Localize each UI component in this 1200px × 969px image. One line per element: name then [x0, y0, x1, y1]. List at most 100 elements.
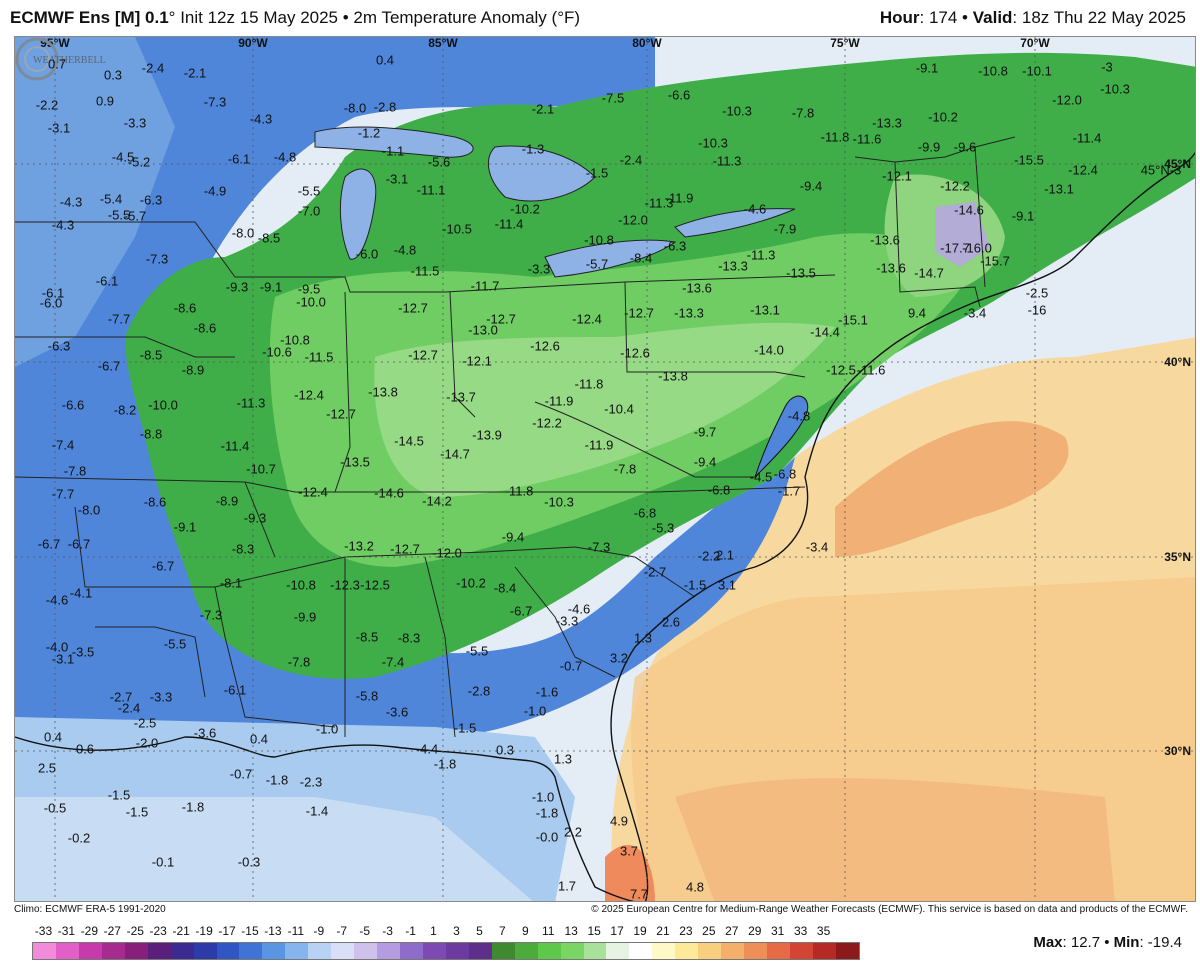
- anomaly-value-label: -6.7: [37, 536, 61, 552]
- anomaly-value-label: -2.1: [183, 65, 207, 81]
- anomaly-value-label: -1.0: [523, 703, 547, 719]
- anomaly-value-label: -16: [1027, 302, 1047, 318]
- anomaly-value-label: -9.4: [693, 454, 717, 470]
- anomaly-value-label: -7.7: [107, 311, 131, 327]
- anomaly-value-label: -8.2: [113, 402, 137, 418]
- scale-tick-label: 27: [725, 924, 739, 938]
- anomaly-value-label: 3.1: [717, 577, 737, 593]
- anomaly-value-label: -11.9: [584, 437, 614, 453]
- scale-swatch: [537, 943, 561, 959]
- anomaly-value-label: -15.7: [980, 253, 1010, 269]
- valid-label: Valid: [972, 8, 1013, 27]
- anomaly-value-label: -12.2: [940, 178, 970, 194]
- anomaly-value-label: -10.8: [978, 63, 1008, 79]
- scale-swatch: [308, 943, 332, 959]
- anomaly-value-label: -12.7: [408, 347, 438, 363]
- anomaly-value-label: -2.5: [133, 715, 157, 731]
- anomaly-value-label: -2.8: [373, 99, 397, 115]
- anomaly-value-label: -2.4: [117, 700, 141, 716]
- anomaly-value-label: -9.3: [243, 510, 267, 526]
- scale-swatch: [216, 943, 240, 959]
- anomaly-value-label: -12.2: [532, 415, 562, 431]
- anomaly-value-label: 0.7: [47, 56, 67, 72]
- scale-swatch: [629, 943, 653, 959]
- anomaly-value-label: -14.0: [754, 342, 784, 358]
- scale-swatch: [491, 943, 515, 959]
- anomaly-map[interactable]: 95°W 90°W 85°W 80°W 75°W 70°W 45°N 40°N …: [14, 36, 1196, 902]
- scale-tick-label: 23: [679, 924, 693, 938]
- anomaly-value-label: -5.5: [163, 636, 187, 652]
- anomaly-value-label: -3.4: [963, 305, 987, 321]
- scale-swatch: [675, 943, 699, 959]
- anomaly-value-label: -3.3: [555, 613, 579, 629]
- anomaly-value-label: -6.8: [773, 466, 797, 482]
- anomaly-value-label: -5.5: [107, 207, 131, 223]
- anomaly-value-label: -12.7: [486, 311, 516, 327]
- anomaly-value-label: -11.9: [664, 190, 694, 206]
- scale-tick-label: -11: [287, 924, 305, 938]
- anomaly-value-label: -12.5: [826, 362, 856, 378]
- anomaly-value-label: -10.4: [604, 401, 634, 417]
- anomaly-value-label: -9.1: [173, 519, 197, 535]
- anomaly-value-label: -7.0: [297, 203, 321, 219]
- anomaly-value-label: -8.0: [77, 502, 101, 518]
- anomaly-value-label: -1.6: [535, 684, 559, 700]
- anomaly-value-label: -5.4: [99, 191, 123, 207]
- anomaly-value-label: -14.7: [914, 265, 944, 281]
- anomaly-value-label: -13.7: [446, 389, 476, 405]
- anomaly-value-label: -1.8: [181, 799, 205, 815]
- anomaly-value-label: -4.5: [111, 149, 135, 165]
- anomaly-value-label: -9.7: [693, 424, 717, 440]
- anomaly-value-label: 45°N-3: [1140, 162, 1182, 178]
- scale-tick-label: 21: [656, 924, 670, 938]
- run-info: ° Init 12z 15 May 2025 • 2m Temperature …: [168, 8, 581, 27]
- anomaly-value-label: -3.4: [805, 539, 829, 555]
- anomaly-value-label: -12.7: [624, 305, 654, 321]
- anomaly-value-label: -12.4: [294, 387, 324, 403]
- anomaly-value-label: -4.6: [45, 592, 69, 608]
- anomaly-value-label: -4.8: [393, 242, 417, 258]
- scale-bar: [32, 942, 860, 960]
- hour-value: : 174 •: [919, 8, 973, 27]
- anomaly-value-label: -7.8: [287, 654, 311, 670]
- scale-tick-label: -27: [103, 924, 121, 938]
- anomaly-value-label: -0.3: [237, 854, 261, 870]
- anomaly-value-label: -7.3: [199, 607, 223, 623]
- lat-label-35n: 35°N: [1164, 550, 1191, 564]
- anomaly-value-label: -13.8: [658, 368, 688, 384]
- anomaly-value-label: -12.0: [618, 212, 648, 228]
- anomaly-value-label: -5.2: [127, 154, 151, 170]
- anomaly-value-label: -7.8: [613, 461, 637, 477]
- anomaly-value-label: -1.5: [683, 577, 707, 593]
- anomaly-value-label: -12.0: [1052, 92, 1082, 108]
- anomaly-value-label: 2.2: [563, 824, 583, 840]
- anomaly-value-label: -2.7: [109, 689, 133, 705]
- scale-swatch: [583, 943, 607, 959]
- anomaly-value-label: 1.7: [557, 878, 577, 894]
- scale-tick-label: -17: [218, 924, 236, 938]
- anomaly-value-label: 2.6: [661, 614, 681, 630]
- scale-tick-label: -29: [80, 924, 99, 938]
- anomaly-value-label: -12.7: [398, 300, 428, 316]
- anomaly-value-label: -4.8: [273, 149, 297, 165]
- anomaly-value-label: -7.5: [601, 90, 625, 106]
- scale-swatch: [789, 943, 813, 959]
- anomaly-value-label: 9.4: [907, 305, 927, 321]
- anomaly-value-label: -8.5: [355, 629, 379, 645]
- scale-tick-label: 9: [521, 924, 529, 938]
- anomaly-value-label: -0.7: [559, 658, 583, 674]
- anomaly-value-label: -11.3: [644, 195, 674, 211]
- anomaly-value-label: -11.6: [852, 131, 882, 147]
- lat-label-45n: 45°N: [1164, 157, 1191, 171]
- scale-swatch: [812, 943, 836, 959]
- anomaly-value-label: -3.1: [51, 651, 75, 667]
- scale-swatch: [468, 943, 492, 959]
- anomaly-value-label: -8.6: [143, 494, 167, 510]
- anomaly-value-label: -8.6: [193, 320, 217, 336]
- anomaly-value-label: -1.5: [107, 787, 131, 803]
- anomaly-value-label: -1.8: [265, 772, 289, 788]
- anomaly-value-label: -10.8: [280, 332, 310, 348]
- anomaly-value-label: -11.3: [236, 395, 266, 411]
- anomaly-value-label: -12.5: [360, 577, 390, 593]
- anomaly-value-label: -5.8: [355, 688, 379, 704]
